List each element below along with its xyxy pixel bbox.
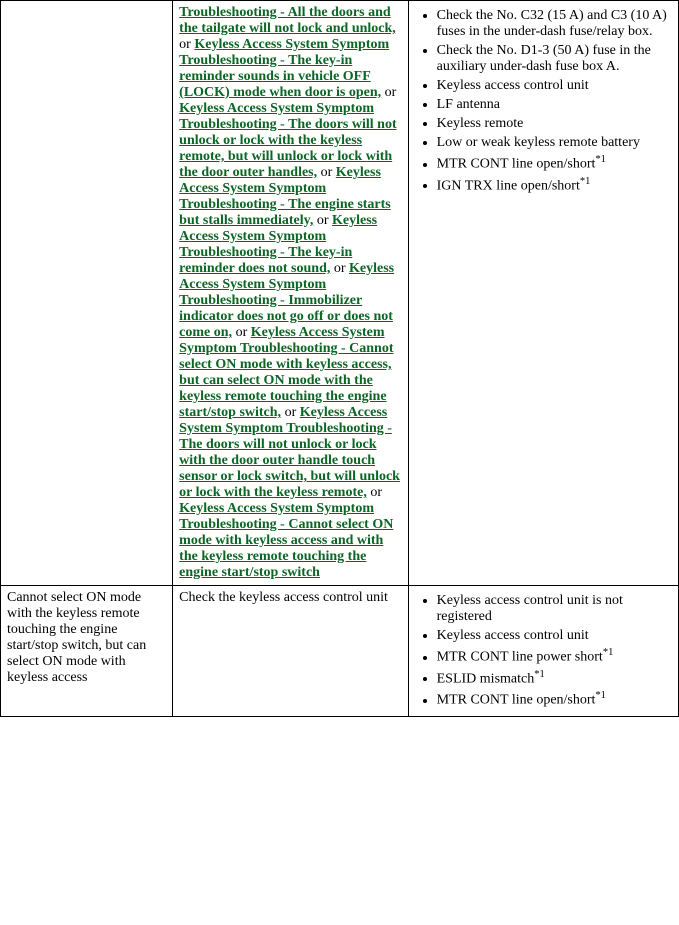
check-item: Keyless access control unit	[437, 628, 672, 644]
or-text: or	[179, 37, 194, 52]
check-item: Check the No. D1-3 (50 A) fuse in the au…	[437, 43, 672, 75]
table-row: Cannot select ON mode with the keyless r…	[1, 586, 679, 717]
symptom-cell: Cannot select ON mode with the keyless r…	[1, 586, 173, 717]
diagnosis-links-cell: Troubleshooting - All the doors and the …	[173, 1, 408, 586]
check-item: IGN TRX line open/short*1	[437, 176, 672, 195]
checks-cell: Keyless access control unit is not regis…	[408, 586, 678, 717]
footnote-ref: *1	[603, 647, 614, 658]
or-text: or	[281, 405, 300, 420]
check-item: MTR CONT line open/short*1	[437, 154, 672, 173]
check-text: MTR CONT line open/short	[437, 157, 596, 172]
footnote-ref: *1	[595, 690, 606, 701]
check-item: MTR CONT line open/short*1	[437, 690, 672, 709]
check-item: Keyless access control unit is not regis…	[437, 593, 672, 625]
footnote-ref: *1	[534, 669, 545, 680]
or-text: or	[381, 85, 396, 100]
check-item: LF antenna	[437, 97, 672, 113]
footnote-ref: *1	[595, 154, 606, 165]
check-text: MTR CONT line power short	[437, 650, 603, 665]
check-text: MTR CONT line open/short	[437, 693, 596, 708]
check-item: Keyless access control unit	[437, 78, 672, 94]
footnote-ref: *1	[580, 176, 591, 187]
or-text: or	[313, 213, 332, 228]
check-text: ESLID mismatch	[437, 671, 535, 686]
table-row: Troubleshooting - All the doors and the …	[1, 1, 679, 586]
troubleshoot-link[interactable]: Keyless Access System Symptom Troublesho…	[179, 37, 389, 100]
or-text: or	[232, 325, 251, 340]
check-item: MTR CONT line power short*1	[437, 647, 672, 666]
checks-list: Keyless access control unit is not regis…	[415, 593, 672, 709]
check-item: ESLID mismatch*1	[437, 669, 672, 688]
check-item: Low or weak keyless remote battery	[437, 135, 672, 151]
troubleshoot-link[interactable]: Troubleshooting - All the doors and the …	[179, 5, 396, 36]
troubleshoot-link[interactable]: Keyless Access System Symptom Troublesho…	[179, 501, 393, 580]
or-text: or	[330, 261, 349, 276]
check-item: Keyless remote	[437, 116, 672, 132]
checks-list: Check the No. C32 (15 A) and C3 (10 A) f…	[415, 8, 672, 194]
symptom-cell	[1, 1, 173, 586]
check-text: IGN TRX line open/short	[437, 178, 580, 193]
or-text: or	[317, 165, 336, 180]
diagnosis-cell: Check the keyless access control unit	[173, 586, 408, 717]
or-text: or	[367, 485, 382, 500]
checks-cell: Check the No. C32 (15 A) and C3 (10 A) f…	[408, 1, 678, 586]
check-item: Check the No. C32 (15 A) and C3 (10 A) f…	[437, 8, 672, 40]
troubleshooting-table: Troubleshooting - All the doors and the …	[0, 0, 679, 717]
